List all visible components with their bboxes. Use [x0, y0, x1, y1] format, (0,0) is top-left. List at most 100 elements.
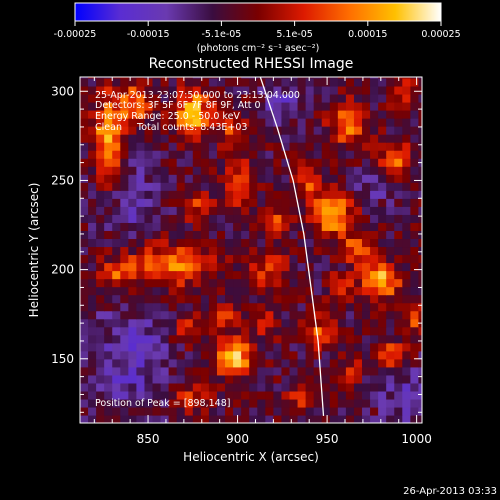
heatmap-cell — [104, 174, 113, 183]
heatmap-cell — [249, 150, 258, 159]
heatmap-cell — [289, 334, 299, 344]
heatmap-cell — [200, 374, 210, 384]
heatmap-cell — [208, 206, 218, 215]
heatmap-cell — [402, 398, 411, 408]
heatmap-cell — [208, 254, 218, 264]
heatmap-cell — [394, 166, 403, 175]
heatmap-cell — [233, 214, 242, 223]
heatmap-cell — [80, 294, 89, 304]
heatmap-cell — [313, 374, 323, 384]
heatmap-cell — [305, 294, 315, 304]
heatmap-cell — [112, 414, 121, 423]
heatmap-cell — [297, 326, 307, 336]
heatmap-cell — [313, 286, 323, 296]
heatmap-cell — [313, 93, 323, 103]
heatmap-cell — [378, 390, 387, 400]
heatmap-cell — [120, 174, 129, 183]
heatmap-cell — [88, 109, 97, 119]
heatmap-cell — [136, 302, 146, 312]
heatmap-cell — [313, 270, 323, 280]
heatmap-cell — [297, 150, 307, 159]
heatmap-cell — [208, 334, 218, 344]
heatmap-cell — [144, 142, 154, 151]
heatmap-cell — [96, 77, 105, 79]
heatmap-cell — [281, 302, 291, 312]
heatmap-cell — [241, 134, 250, 143]
heatmap-cell — [362, 326, 371, 336]
heatmap-cell — [200, 190, 210, 199]
heatmap-cell — [96, 342, 105, 352]
heatmap-cell — [370, 334, 379, 344]
heatmap-cell — [378, 374, 387, 384]
heatmap-cell — [200, 286, 210, 296]
heatmap-cell — [313, 174, 323, 183]
heatmap-cell — [362, 198, 371, 207]
heatmap-cell — [273, 406, 283, 416]
heatmap-cell — [394, 326, 403, 336]
heatmap-cell — [160, 278, 170, 288]
heatmap-cell — [410, 246, 420, 256]
heatmap-cell — [225, 310, 234, 320]
heatmap-cell — [281, 254, 291, 264]
heatmap-cell — [152, 158, 162, 167]
heatmap-cell — [136, 222, 146, 231]
heatmap-cell — [362, 77, 371, 79]
heatmap-cell — [216, 278, 226, 288]
heatmap-cell — [152, 206, 162, 215]
heatmap-cell — [337, 310, 347, 320]
heatmap-cell — [362, 238, 371, 248]
heatmap-cell — [152, 174, 162, 183]
heatmap-cell — [160, 398, 170, 408]
heatmap-cell — [345, 134, 355, 143]
heatmap-cell — [96, 101, 105, 111]
heatmap-cell — [289, 318, 299, 328]
chart-title: Reconstructed RHESSI Image — [149, 56, 354, 72]
heatmap-cell — [281, 374, 291, 384]
heatmap-cell — [305, 77, 315, 79]
heatmap-cell — [176, 85, 186, 95]
heatmap-cell — [353, 382, 363, 392]
heatmap-cell — [241, 398, 250, 408]
heatmap-cell — [88, 366, 97, 376]
heatmap-cell — [362, 182, 371, 191]
heatmap-cell — [168, 406, 178, 416]
heatmap-cell — [273, 398, 283, 408]
heatmap-cell — [112, 230, 121, 240]
heatmap-cell — [418, 246, 422, 256]
heatmap-cell — [329, 77, 339, 79]
heatmap-cell — [112, 326, 121, 336]
heatmap-cell — [192, 238, 202, 248]
heatmap-cell — [225, 326, 234, 336]
heatmap-cell — [176, 406, 186, 416]
heatmap-cell — [353, 246, 363, 256]
heatmap-cell — [281, 358, 291, 368]
heatmap-cell — [88, 406, 97, 416]
heatmap-cell — [386, 174, 395, 183]
heatmap-cell — [329, 350, 339, 360]
heatmap-cell — [112, 174, 121, 183]
heatmap-cell — [386, 398, 395, 408]
heatmap-cell — [321, 142, 331, 151]
heatmap-cell — [192, 85, 202, 95]
heatmap-cell — [192, 190, 202, 199]
heatmap-cell — [281, 198, 291, 207]
heatmap-cell — [176, 166, 186, 175]
y-axis-label: Heliocentric Y (arcsec) — [27, 183, 41, 318]
heatmap-cell — [104, 390, 113, 400]
heatmap-cell — [152, 270, 162, 280]
heatmap-cell — [402, 93, 411, 103]
heatmap-cell — [418, 230, 422, 240]
heatmap-cell — [410, 366, 420, 376]
heatmap-cell — [233, 262, 242, 272]
heatmap-cell — [402, 374, 411, 384]
heatmap-cell — [273, 254, 283, 264]
heatmap-cell — [80, 278, 89, 288]
heatmap-cell — [241, 254, 250, 264]
heatmap-cell — [362, 302, 371, 312]
heatmap-cell — [410, 286, 420, 296]
annotation-energy-range: Energy Range: 25.0 - 50.0 keV — [95, 111, 240, 122]
heatmap-cell — [402, 254, 411, 264]
colorbar-tick-label: 0.00015 — [348, 29, 387, 40]
heatmap-cell — [394, 85, 403, 95]
heatmap-cell — [265, 398, 274, 408]
